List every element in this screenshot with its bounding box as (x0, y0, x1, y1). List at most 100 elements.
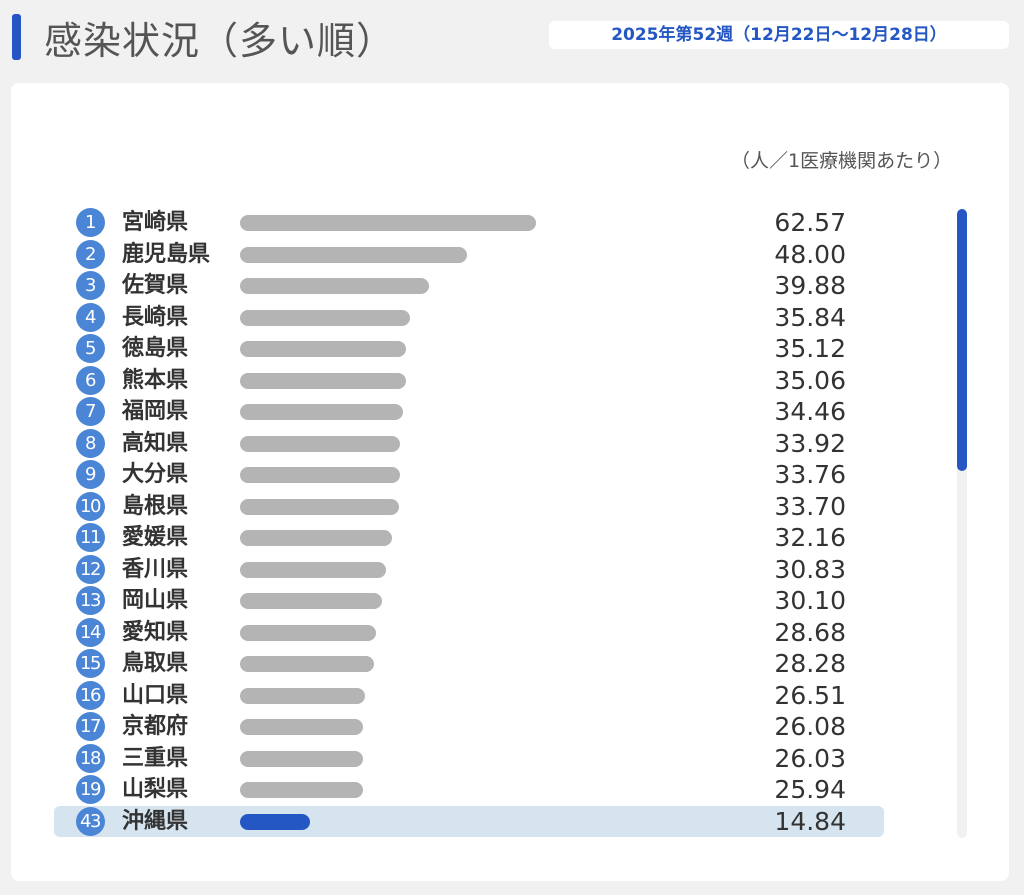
value-bar (240, 435, 400, 452)
value-bar (240, 719, 363, 735)
value-bar (240, 215, 536, 231)
value-bar (240, 624, 376, 641)
ranking-row: 12 香川県 30.83 (54, 554, 884, 585)
value-bar (240, 246, 467, 263)
value-label: 35.84 (774, 302, 846, 332)
prefecture-label: 島根県 (122, 493, 189, 519)
prefecture-label: 鳥取県 (122, 651, 189, 676)
rank-badge: 2 (76, 239, 105, 269)
rank-badge: 1 (76, 208, 105, 237)
value-label: 39.88 (774, 271, 846, 300)
ranking-row: 18 三重県 26.03 (54, 743, 884, 774)
prefecture-label: 三重県 (122, 745, 189, 771)
prefecture-label: 沖縄県 (122, 808, 189, 834)
value-label: 32.16 (774, 523, 846, 552)
ranking-row: 19 山梨県 25.94 (54, 774, 884, 805)
prefecture-label: 熊本県 (122, 367, 189, 393)
value-label: 30.83 (774, 554, 846, 584)
value-bar (240, 593, 382, 609)
rank-badge: 19 (76, 775, 105, 804)
value-label: 25.94 (774, 775, 846, 804)
rank-badge: 15 (76, 649, 105, 678)
prefecture-label: 佐賀県 (122, 273, 189, 298)
rank-badge: 13 (76, 586, 105, 615)
ranking-row: 6 熊本県 35.06 (54, 365, 884, 396)
rank-badge: 4 (76, 302, 105, 332)
value-label: 34.46 (774, 397, 846, 426)
rank-badge: 17 (76, 712, 105, 741)
prefecture-label: 山梨県 (122, 777, 189, 802)
ranking-row: 3 佐賀県 39.88 (54, 270, 884, 301)
ranking-row: 10 島根県 33.70 (54, 491, 884, 522)
value-bar (240, 467, 400, 483)
value-label: 26.03 (774, 743, 846, 773)
week-range-badge: 2025年第52週（12月22日〜12月28日） (549, 21, 1009, 49)
scrollbar-thumb[interactable] (957, 209, 967, 471)
rank-badge: 10 (76, 491, 105, 521)
value-bar (240, 656, 374, 672)
ranking-row-highlighted: 43 沖縄県 14.84 (54, 805, 884, 837)
value-label: 33.76 (774, 460, 846, 489)
prefecture-label: 山口県 (122, 682, 189, 708)
prefecture-label: 徳島県 (122, 336, 189, 361)
prefecture-label: 岡山県 (122, 588, 189, 613)
scrollbar-track[interactable] (957, 209, 967, 838)
value-bar (240, 687, 365, 704)
rank-badge: 14 (76, 617, 105, 647)
prefecture-label: 宮崎県 (122, 210, 189, 235)
ranking-row: 11 愛媛県 32.16 (54, 522, 884, 553)
prefecture-label: 香川県 (122, 556, 189, 582)
ranking-row: 8 高知県 33.92 (54, 428, 884, 459)
rank-badge: 11 (76, 523, 105, 552)
ranking-row: 4 長崎県 35.84 (54, 302, 884, 333)
page-title: 感染状況（多い順） (44, 19, 396, 63)
prefecture-label: 愛媛県 (122, 525, 189, 550)
ranking-row: 16 山口県 26.51 (54, 680, 884, 711)
rank-badge: 12 (76, 554, 105, 584)
value-bar (240, 750, 363, 767)
value-label: 35.12 (774, 334, 846, 363)
value-label: 28.28 (774, 649, 846, 678)
ranking-row: 14 愛知県 28.68 (54, 617, 884, 648)
value-bar (240, 309, 410, 326)
prefecture-label: 鹿児島県 (122, 241, 211, 267)
value-label: 28.68 (774, 617, 846, 647)
rank-badge: 7 (76, 397, 105, 426)
prefecture-label: 大分県 (122, 462, 189, 487)
value-label: 26.51 (774, 680, 846, 710)
value-label: 35.06 (774, 365, 846, 395)
value-bar (240, 404, 403, 420)
ranking-row: 9 大分県 33.76 (54, 459, 884, 490)
prefecture-label: 京都府 (122, 714, 189, 739)
ranking-row: 2 鹿児島県 48.00 (54, 239, 884, 270)
value-bar (240, 498, 399, 515)
value-bar (240, 782, 363, 798)
ranking-row: 1 宮崎県 62.57 (54, 207, 884, 238)
prefecture-label: 長崎県 (122, 304, 189, 330)
ranking-row: 13 岡山県 30.10 (54, 585, 884, 616)
ranking-row: 5 徳島県 35.12 (54, 333, 884, 364)
title-accent-bar (12, 14, 21, 60)
value-bar (240, 561, 386, 578)
prefecture-label: 福岡県 (122, 399, 189, 424)
value-bar (240, 278, 429, 294)
value-label: 48.00 (774, 239, 846, 269)
value-bar (240, 372, 406, 389)
rank-badge: 9 (76, 460, 105, 489)
value-label: 26.08 (774, 712, 846, 741)
rank-badge: 16 (76, 680, 105, 710)
rank-badge: 5 (76, 334, 105, 363)
ranking-row: 17 京都府 26.08 (54, 711, 884, 742)
value-bar (240, 530, 392, 546)
value-label: 14.84 (774, 806, 846, 836)
prefecture-label: 高知県 (122, 430, 189, 456)
ranking-row: 15 鳥取県 28.28 (54, 648, 884, 679)
rank-badge: 6 (76, 365, 105, 395)
value-label: 33.70 (774, 491, 846, 521)
value-label: 30.10 (774, 586, 846, 615)
rank-badge: 8 (76, 428, 105, 458)
unit-label: （人／1医療機関あたり） (731, 150, 953, 172)
value-label: 62.57 (774, 208, 846, 237)
value-label: 33.92 (774, 428, 846, 458)
value-bar (240, 341, 406, 357)
